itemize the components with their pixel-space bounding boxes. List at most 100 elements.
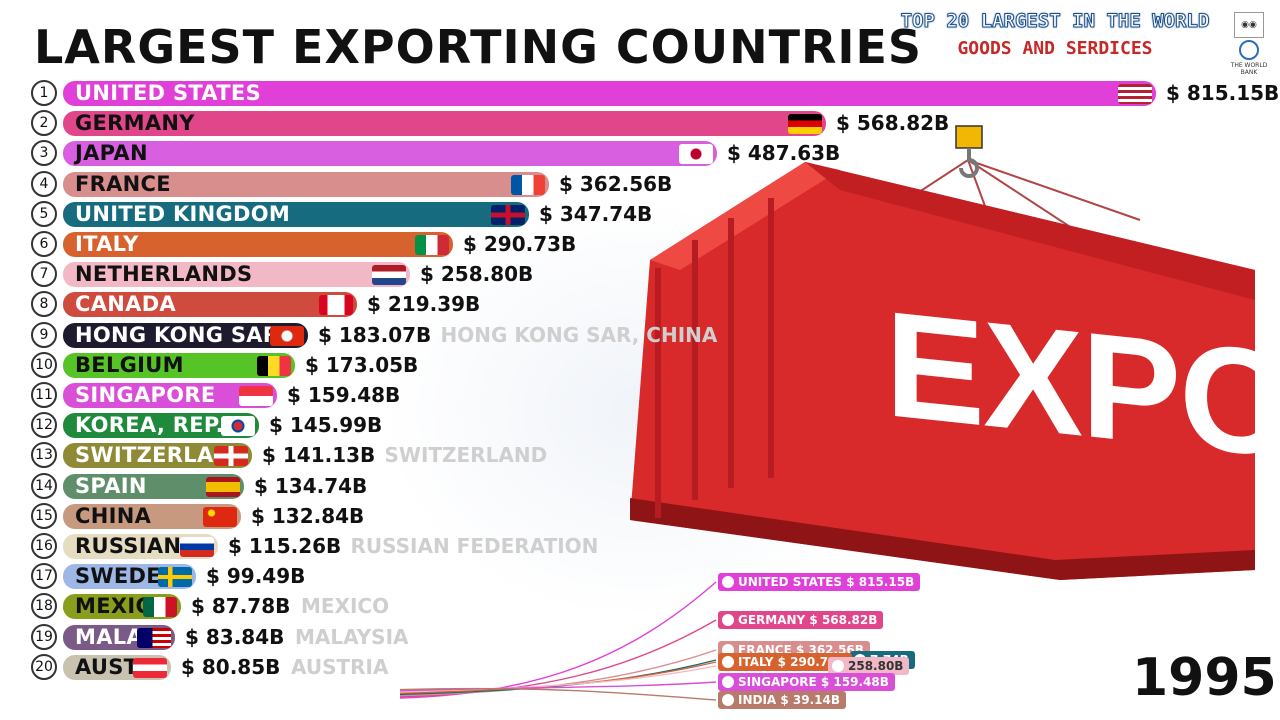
country-full-name: RUSSIAN FEDERATION	[350, 534, 599, 558]
brand-headline: TOP 20 LARGEST IN THE WORLD	[900, 10, 1210, 33]
bar-value: $ 815.15B	[1166, 81, 1280, 105]
country-full-name: AUSTRIA	[291, 655, 389, 679]
bar-russia: RUSSIAN	[63, 534, 218, 559]
rank-badge: 19	[31, 624, 57, 650]
page-title: LARGEST EXPORTING COUNTRIES	[34, 20, 923, 74]
bar-canada: CANADA	[63, 292, 357, 317]
rank-badge: 14	[31, 473, 57, 499]
rank-badge: 1	[31, 80, 57, 106]
bar-value: $ 134.74B	[254, 474, 368, 498]
bar-value: $ 141.13B	[262, 443, 376, 467]
country-full-name: MEXICO	[301, 594, 390, 618]
bar-value: $ 183.07B	[318, 323, 432, 347]
flag-dot-icon	[722, 676, 734, 688]
bar-label: KOREA, REP.	[75, 413, 224, 437]
uk-flag-icon	[491, 205, 525, 225]
bar-value: $ 362.56B	[559, 172, 673, 196]
italy-flag-icon	[415, 235, 449, 255]
mini-series-text: UNITED STATES $ 815.15B	[738, 575, 915, 589]
bar-label: UNITED STATES	[75, 81, 261, 105]
bar-label: JAPAN	[75, 141, 148, 165]
flag-dot-icon	[832, 660, 844, 672]
germany-flag-icon	[788, 114, 822, 134]
bar-label: SWITZERLA	[75, 443, 214, 467]
world-bank-logo: THE WORLD BANK	[1222, 40, 1276, 76]
rank-badge: 8	[31, 291, 57, 317]
mini-series-line	[399, 687, 717, 701]
bar-label: GERMANY	[75, 111, 195, 135]
bar-china: CHINA	[63, 504, 241, 529]
mini-series-line	[399, 649, 717, 697]
channel-logo-icon: ◉◉	[1234, 12, 1264, 38]
bar-label: UNITED KINGDOM	[75, 202, 291, 226]
bar-korea: KOREA, REP.	[63, 413, 259, 438]
bar-label: AUST	[75, 655, 139, 679]
rank-badge: 5	[31, 201, 57, 227]
mini-series-label: SINGAPORE $ 159.48B	[718, 673, 895, 691]
bar-france: FRANCE	[63, 172, 549, 197]
bar-value: $ 290.73B	[463, 232, 577, 256]
rank-badge: 15	[31, 503, 57, 529]
bar-italy: ITALY	[63, 232, 453, 257]
mini-series-text: 258.80B	[848, 659, 904, 673]
mini-series-text: ITALY $ 290.73B	[738, 655, 846, 669]
brand-subheadline: GOODS AND SERDICES	[957, 38, 1153, 59]
bar-malaysia: MALA	[63, 625, 175, 650]
hong-kong-flag-icon	[270, 326, 304, 346]
bar-label: ITALY	[75, 232, 139, 256]
bar-belgium: BELGIUM	[63, 353, 295, 378]
bar-value: $ 87.78B	[191, 594, 291, 618]
singapore-flag-icon	[239, 386, 273, 406]
bar-value: $ 173.05B	[305, 353, 419, 377]
rank-badge: 4	[31, 171, 57, 197]
bar-value: $ 159.48B	[287, 383, 401, 407]
mini-series-text: GERMANY $ 568.82B	[738, 613, 878, 627]
mini-series-line	[399, 665, 717, 693]
country-full-name: SWITZERLAND	[384, 443, 548, 467]
bar-us: UNITED STATES	[63, 81, 1156, 106]
japan-flag-icon	[679, 144, 713, 164]
flag-dot-icon	[722, 614, 734, 626]
rank-badge: 11	[31, 382, 57, 408]
mini-series-label: INDIA $ 39.14B	[718, 691, 847, 709]
shipping-container-illustration: EXPORT	[630, 125, 1280, 580]
bar-value: $ 568.82B	[836, 111, 950, 135]
bar-label: MEXIC	[75, 594, 152, 618]
canada-flag-icon	[319, 295, 353, 315]
bar-value: $ 99.49B	[206, 564, 306, 588]
flag-dot-icon	[722, 656, 734, 668]
bar-mexico: MEXIC	[63, 594, 181, 619]
bar-value: $ 487.63B	[727, 141, 841, 165]
bar-label: CHINA	[75, 504, 152, 528]
bar-value: $ 80.85B	[181, 655, 281, 679]
bar-label: SPAIN	[75, 474, 147, 498]
flag-dot-icon	[722, 694, 734, 706]
bar-spain: SPAIN	[63, 474, 244, 499]
bar-switzerland: SWITZERLA	[63, 443, 252, 468]
rank-badge: 13	[31, 442, 57, 468]
bar-label: HONG KONG SAR	[75, 323, 280, 347]
rank-badge: 3	[31, 140, 57, 166]
bar-uk: UNITED KINGDOM	[63, 202, 529, 227]
mini-series-text: INDIA $ 39.14B	[738, 693, 841, 707]
country-full-name: HONG KONG SAR, CHINA	[440, 323, 718, 347]
bar-germany: GERMANY	[63, 111, 826, 136]
rank-badge: 6	[31, 231, 57, 257]
spain-flag-icon	[206, 477, 240, 497]
world-bank-label: THE WORLD BANK	[1230, 62, 1268, 76]
bar-japan: JAPAN	[63, 141, 717, 166]
belgium-flag-icon	[257, 356, 291, 376]
netherlands-flag-icon	[372, 265, 406, 285]
mini-series-text: SINGAPORE $ 159.48B	[738, 675, 889, 689]
bar-label: SWEDE	[75, 564, 161, 588]
france-flag-icon	[511, 175, 545, 195]
korea-flag-icon	[221, 416, 255, 436]
russia-flag-icon	[180, 537, 214, 557]
bar-hong-kong: HONG KONG SAR	[63, 323, 308, 348]
rank-badge: 9	[31, 322, 57, 348]
bar-label: SINGAPORE	[75, 383, 216, 407]
malaysia-flag-icon	[137, 628, 171, 648]
rank-badge: 10	[31, 352, 57, 378]
bar-value: $ 83.84B	[185, 625, 285, 649]
rank-badge: 16	[31, 533, 57, 559]
